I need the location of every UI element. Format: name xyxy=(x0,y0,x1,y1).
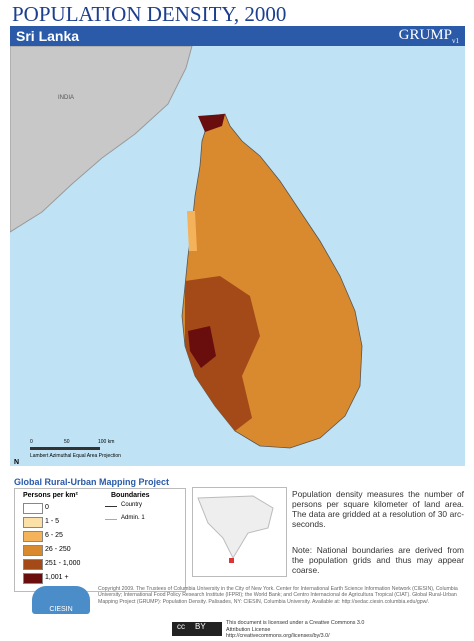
inset-marker xyxy=(229,558,234,563)
north-arrow: N xyxy=(14,459,19,466)
cc-badge: cc BY xyxy=(172,622,222,636)
title: POPULATION DENSITY, 2000 xyxy=(12,2,287,26)
logo-version: v1 xyxy=(452,37,459,45)
legend-label: 1,001 + xyxy=(45,574,69,581)
inset-map xyxy=(192,487,287,577)
legend-swatch xyxy=(23,517,43,528)
scale-bar: 0 50 100 km Lambert Azimuthal Equal Area… xyxy=(14,439,121,466)
legend-swatch xyxy=(23,559,43,570)
ciesin-logo: CIESIN xyxy=(32,586,90,614)
project-title: Global Rural-Urban Mapping Project xyxy=(14,477,170,487)
india xyxy=(10,46,193,233)
note: Note: National boundaries are derived fr… xyxy=(292,545,464,575)
sparse-strip xyxy=(187,211,197,251)
subtitle: Sri Lanka xyxy=(16,28,80,44)
projection: Lambert Azimuthal Equal Area Projection xyxy=(30,453,121,459)
scale-tick: 50 xyxy=(64,439,70,445)
legend-swatch xyxy=(23,573,43,584)
logo: GRUMPv1 xyxy=(399,27,459,45)
description: Population density measures the number o… xyxy=(292,489,464,529)
admin-line xyxy=(105,519,117,520)
license: This document is licensed under a Creati… xyxy=(226,620,365,639)
cc-text: cc xyxy=(177,622,185,631)
boundary-label: Country xyxy=(121,502,143,508)
dense-region xyxy=(185,276,260,431)
densest-region xyxy=(188,326,216,368)
legend-label: 26 - 250 xyxy=(45,546,71,553)
legend: Persons per km² Boundaries Country Admin… xyxy=(14,488,186,592)
country-label: INDIA xyxy=(58,95,74,101)
inset-land xyxy=(197,495,274,560)
scale-tick: 0 xyxy=(30,439,33,445)
legend-label: 0 xyxy=(45,504,49,511)
jaffna xyxy=(198,114,225,132)
legend-label: 251 - 1,000 xyxy=(45,560,81,567)
legend-swatch xyxy=(23,503,43,514)
legend-swatch xyxy=(23,545,43,556)
copyright: Copyright 2009. The Trustees of Columbia… xyxy=(98,586,458,605)
by-text: BY xyxy=(195,622,206,631)
legend-label: 1 - 5 xyxy=(45,518,60,525)
map: INDIA 0 50 100 km Lambert Azimuthal Equa… xyxy=(10,46,465,466)
legend-swatch xyxy=(23,531,43,542)
logo-text: GRUMP xyxy=(398,27,452,43)
boundary-label: Admin. 1 xyxy=(121,515,145,521)
legend-title: Persons per km² xyxy=(23,492,78,499)
legend-label: 6 - 25 xyxy=(45,532,63,539)
banner: Sri Lanka GRUMPv1 xyxy=(10,26,465,46)
scale-tick: 100 km xyxy=(98,439,114,445)
boundaries-title: Boundaries xyxy=(111,492,150,499)
scale-rect xyxy=(30,447,100,450)
country-line xyxy=(105,506,117,507)
inset-svg xyxy=(197,495,274,563)
